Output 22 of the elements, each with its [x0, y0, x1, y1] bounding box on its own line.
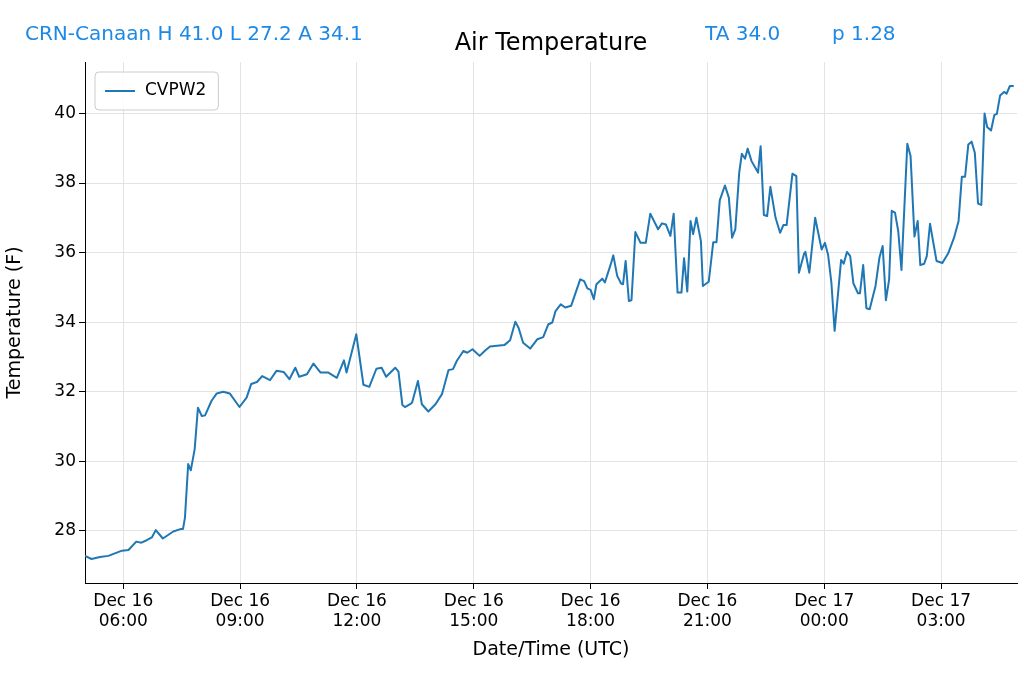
x-tick-label: Dec 17 03:00 [911, 589, 972, 631]
x-tick-label: Dec 16 09:00 [210, 589, 271, 631]
x-tick-label: Dec 16 06:00 [93, 589, 154, 631]
x-tick-label: Dec 16 12:00 [326, 589, 387, 631]
x-tick-label: Dec 16 15:00 [443, 589, 504, 631]
text: CRN-Canaan H 41.0 L 27.2 A 34.1 [25, 21, 363, 46]
y-tick-label: 28 [54, 519, 76, 540]
text: p 1.28 [832, 21, 896, 46]
y-tick-label: 32 [54, 380, 76, 401]
legend-label: CVPW2 [145, 79, 207, 100]
x-axis-title: Date/Time (UTC) [472, 636, 630, 659]
y-axis-title: Temperature (F) [2, 246, 25, 400]
text: TA 34.0 [704, 21, 781, 46]
x-tick-label: Dec 16 18:00 [560, 589, 621, 631]
x-tick-label: Dec 16 21:00 [677, 589, 738, 631]
y-tick-label: 38 [54, 171, 76, 192]
y-tick-label: 30 [54, 449, 76, 470]
y-tick-label: 34 [54, 310, 76, 331]
y-tick-label: 40 [54, 101, 76, 122]
x-tick-label: Dec 17 00:00 [794, 589, 855, 631]
y-tick-label: 36 [54, 241, 76, 262]
chart-title: Air Temperature [454, 28, 648, 57]
